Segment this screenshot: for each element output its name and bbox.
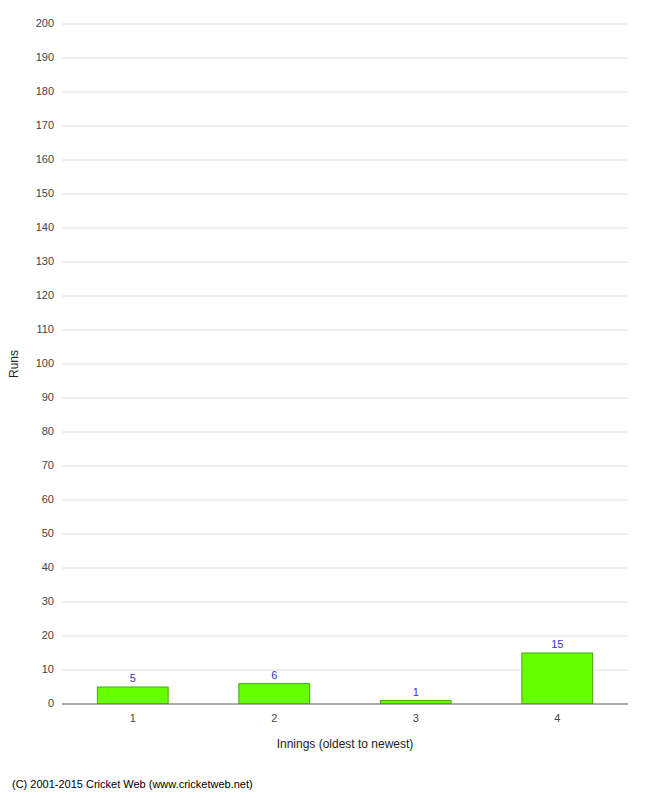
bars: [97, 653, 592, 704]
grid-line: [62, 602, 628, 603]
grid-line: [62, 704, 628, 705]
y-tick-label: 200: [36, 17, 54, 29]
y-axis-label: Runs: [7, 350, 21, 378]
grid-line: [62, 534, 628, 535]
grid-line: [62, 194, 628, 195]
grid-line: [62, 228, 628, 229]
y-tick-label: 30: [42, 595, 54, 607]
y-tick-label: 0: [48, 697, 54, 709]
grid-line: [62, 568, 628, 569]
bar: [97, 687, 168, 704]
data-label: 6: [271, 669, 277, 681]
y-tick-label: 120: [36, 289, 54, 301]
grid-line: [62, 330, 628, 331]
chart-container: 0 10 20 30 40 50 60 70 80 90 100 110 120 130 140 150 160…: [0, 0, 650, 800]
y-tick-label: 70: [42, 459, 54, 471]
y-axis: 0 10 20 30 40 50 60 70 80 90 100 110 120 130 140 150 160…: [36, 17, 628, 709]
grid-line: [62, 262, 628, 263]
y-tick-label: 80: [42, 425, 54, 437]
y-tick-label: 150: [36, 187, 54, 199]
bar: [239, 684, 310, 704]
y-tick-label: 10: [42, 663, 54, 675]
y-tick-label: 20: [42, 629, 54, 641]
grid-line: [62, 500, 628, 501]
x-tick-label: 2: [271, 712, 277, 724]
grid-line: [62, 58, 628, 59]
y-tick-label: 170: [36, 119, 54, 131]
y-tick-label: 60: [42, 493, 54, 505]
y-tick-label: 140: [36, 221, 54, 233]
data-label: 1: [413, 686, 419, 698]
x-tick-label: 1: [130, 712, 136, 724]
y-tick-label: 50: [42, 527, 54, 539]
y-tick-label: 90: [42, 391, 54, 403]
y-tick-label: 190: [36, 51, 54, 63]
y-tick-label: 160: [36, 153, 54, 165]
grid-line: [62, 296, 628, 297]
data-label: 5: [130, 672, 136, 684]
y-tick-label: 130: [36, 255, 54, 267]
grid-line: [62, 92, 628, 93]
grid-line: [62, 398, 628, 399]
bar: [380, 701, 451, 704]
x-tick-label: 3: [413, 712, 419, 724]
x-tick-label: 4: [554, 712, 560, 724]
y-tick-label: 180: [36, 85, 54, 97]
x-axis-label: Innings (oldest to newest): [277, 737, 414, 751]
x-axis-line: [62, 704, 628, 705]
grid-line: [62, 160, 628, 161]
background: [0, 0, 650, 800]
y-tick-label: 40: [42, 561, 54, 573]
grid-line: [62, 364, 628, 365]
bar: [522, 653, 593, 704]
grid-line: [62, 466, 628, 467]
grid-line: [62, 24, 628, 25]
data-label: 15: [551, 638, 563, 650]
y-tick-label: 100: [36, 357, 54, 369]
y-tick-label: 110: [36, 323, 54, 335]
x-axis: 1 2 3 4: [62, 704, 628, 724]
footer-text: (C) 2001-2015 Cricket Web (www.cricketwe…: [12, 778, 253, 790]
grid-line: [62, 636, 628, 637]
chart-svg: 0 10 20 30 40 50 60 70 80 90 100 110 120 130 140 150 160…: [0, 0, 650, 800]
data-labels: 5 6 1 15: [130, 638, 564, 698]
grid-line: [62, 432, 628, 433]
grid-line: [62, 126, 628, 127]
